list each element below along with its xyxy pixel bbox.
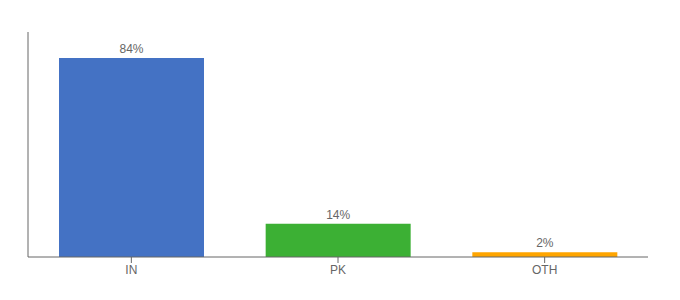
svg-text:2%: 2% [536,236,554,250]
svg-text:OTH: OTH [532,263,557,277]
svg-text:14%: 14% [326,208,350,222]
svg-text:IN: IN [125,263,137,277]
svg-text:84%: 84% [119,42,143,56]
svg-text:PK: PK [330,263,346,277]
